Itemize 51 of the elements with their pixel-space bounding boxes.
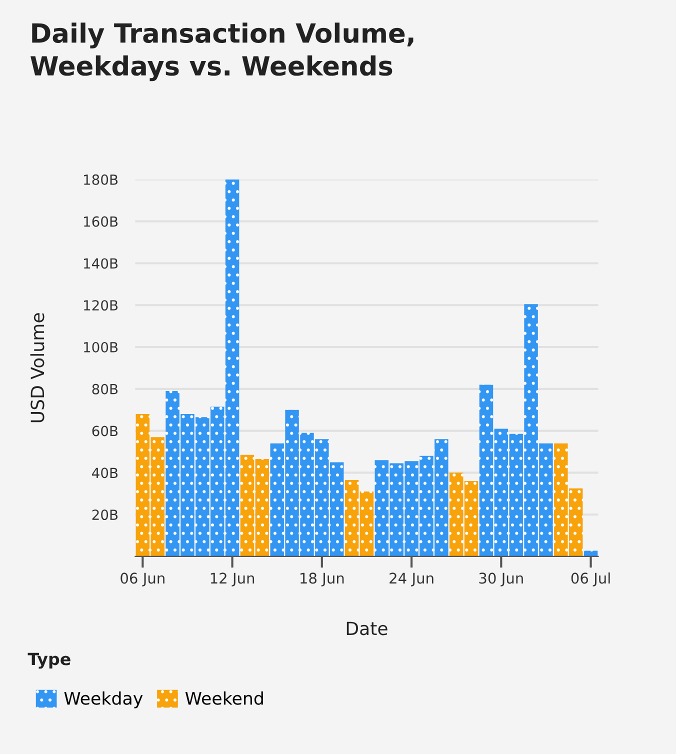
- chart-title: Daily Transaction Volume, Weekdays vs. Weekends: [30, 22, 414, 82]
- bar: [479, 384, 494, 556]
- bar: [344, 480, 359, 556]
- y-axis-title: USD Volume: [30, 313, 44, 422]
- bar: [464, 481, 478, 556]
- bar: [330, 462, 344, 556]
- y-tick-label: 120B: [84, 300, 118, 311]
- y-tick-label: 180B: [84, 174, 118, 185]
- bar: [166, 390, 180, 556]
- bar: [196, 417, 210, 556]
- legend-title: Type: [28, 652, 70, 669]
- bar: [150, 437, 164, 556]
- bar: [404, 461, 418, 556]
- x-tick-label: 18 Jun: [300, 572, 344, 586]
- bar: [136, 414, 150, 556]
- y-tick-label: 60B: [92, 426, 118, 436]
- y-tick-label: 80B: [92, 384, 118, 394]
- bar: [315, 439, 329, 556]
- x-axis-title: Date: [346, 622, 388, 636]
- bar: [285, 410, 299, 556]
- y-tick-label: 160B: [84, 216, 118, 227]
- bar: [524, 304, 538, 556]
- x-tick-label: 24 Jun: [390, 572, 434, 586]
- x-tick-label: 06 Jul: [571, 572, 610, 586]
- bar: [390, 463, 404, 556]
- bar: [509, 434, 523, 556]
- bar: [360, 492, 374, 556]
- y-tick-label: 40B: [92, 468, 118, 478]
- legend-label: Weekend: [185, 691, 263, 705]
- bar: [434, 439, 448, 556]
- bar: [568, 488, 583, 556]
- bar: [420, 456, 434, 556]
- bar: [300, 432, 314, 556]
- legend-label: Weekday: [64, 691, 143, 708]
- bar: [449, 472, 464, 556]
- bar: [494, 428, 508, 556]
- bar: [240, 454, 254, 556]
- y-tick-label: 100B: [84, 342, 118, 352]
- bar: [270, 443, 284, 556]
- y-tick-label: 140B: [84, 258, 118, 269]
- bar: [180, 414, 194, 556]
- bar: [225, 179, 240, 556]
- y-tick-label: 20B: [92, 510, 118, 520]
- x-tick-label: 30 Jun: [479, 572, 523, 586]
- bar: [255, 459, 270, 556]
- x-tick-label: 12 Jun: [210, 572, 254, 586]
- bar: [539, 443, 553, 556]
- bar: [210, 406, 224, 556]
- bar: [554, 443, 568, 556]
- x-tick-label: 06 Jun: [120, 572, 164, 586]
- bar: [374, 460, 389, 556]
